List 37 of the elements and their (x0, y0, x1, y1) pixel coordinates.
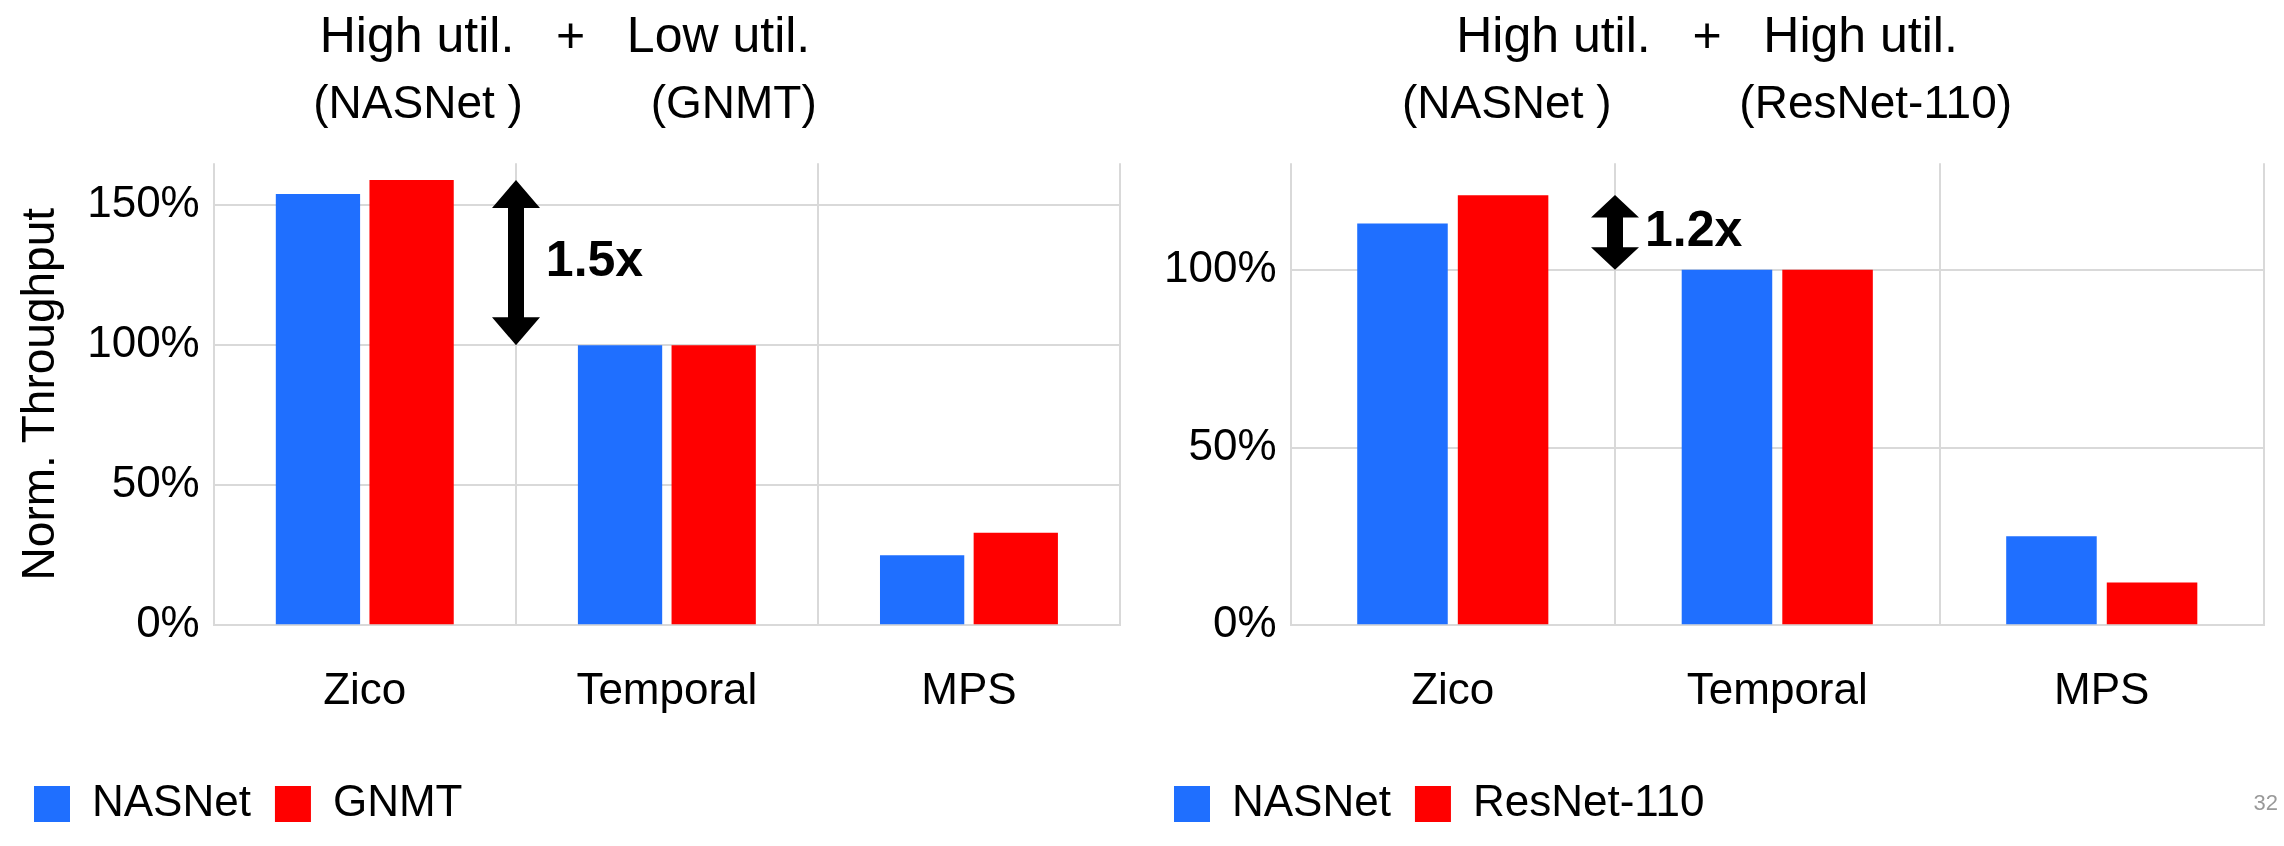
bar (577, 345, 663, 625)
x-tick-label: Zico (323, 663, 407, 713)
y-tick-label: 0% (136, 597, 200, 647)
x-tick-label: Temporal (1686, 663, 1868, 713)
legend-label: NASNet (92, 776, 251, 826)
legend-label: GNMT (332, 776, 463, 826)
y-tick-label: 50% (111, 457, 200, 507)
annotation: 1.2x (1645, 201, 1743, 258)
bar (369, 180, 454, 625)
bar (973, 532, 1058, 625)
chart-title: High util. + Low util. (319, 6, 811, 63)
bar (2006, 536, 2097, 625)
bar (879, 555, 965, 625)
chart-subtitle: (NASNet ) (ResNet-110) (1401, 76, 2013, 129)
legend-label: ResNet-110 (1472, 776, 1705, 826)
bar (1357, 223, 1448, 625)
x-tick-label: Temporal (576, 663, 758, 713)
text: 32 (2253, 790, 2278, 816)
x-tick-label: Zico (1411, 663, 1495, 713)
y-tick-label: 100% (87, 317, 200, 367)
y-tick-label: 100% (1163, 241, 1277, 291)
bar (671, 345, 756, 625)
y-tick-label: 50% (1188, 419, 1277, 469)
bar (1457, 195, 1549, 625)
bar (1681, 269, 1773, 625)
chart-title: High util. + High util. (1456, 6, 1958, 63)
y-tick-label: 150% (87, 177, 200, 227)
chart-subtitle: (NASNet ) (GNMT) (313, 76, 817, 129)
y-tick-label: 0% (1212, 597, 1277, 647)
annotation: 1.5x (545, 231, 644, 288)
bar (1782, 269, 1873, 625)
y-axis-title: Norm. Throughput (12, 207, 65, 581)
bar (275, 194, 361, 625)
x-tick-label: MPS (921, 663, 1017, 713)
legend-label: NASNet (1232, 776, 1391, 826)
x-tick-label: MPS (2054, 663, 2150, 713)
bar (2106, 582, 2198, 625)
